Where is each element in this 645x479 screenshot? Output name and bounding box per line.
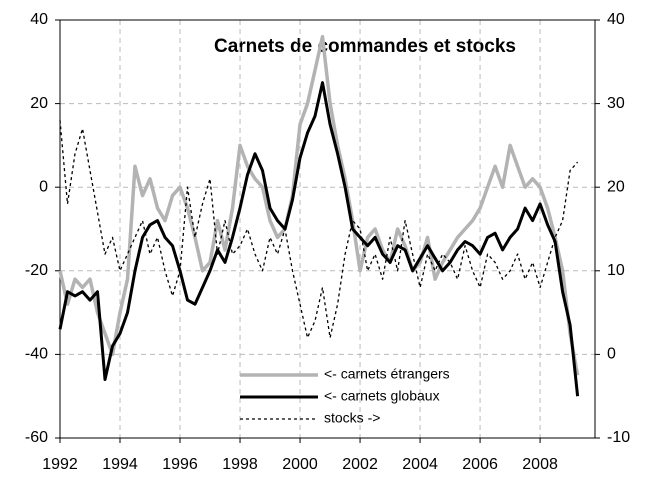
y-tick-label: 20 <box>30 95 48 112</box>
x-tick-label: 2000 <box>282 456 318 473</box>
y2-tick-label: 40 <box>607 11 625 28</box>
y-tick-label: 0 <box>39 178 48 195</box>
x-tick-label: 2006 <box>462 456 498 473</box>
y2-tick-label: 10 <box>607 262 625 279</box>
y2-tick-label: 20 <box>607 178 625 195</box>
x-tick-label: 2002 <box>342 456 378 473</box>
legend-label: stocks -> <box>324 410 380 426</box>
y-tick-label: 40 <box>30 11 48 28</box>
x-tick-label: 2008 <box>522 456 558 473</box>
series-line <box>58 81 580 397</box>
y-tick-label: -60 <box>25 429 48 446</box>
series-line <box>58 34 580 376</box>
y2-tick-label: 30 <box>607 95 625 112</box>
x-tick-label: 2004 <box>402 456 438 473</box>
x-tick-label: 1994 <box>102 456 138 473</box>
y-tick-label: -20 <box>25 262 48 279</box>
x-tick-label: 1998 <box>222 456 258 473</box>
legend-label: <- carnets étrangers <box>324 366 450 382</box>
legend-label: <- carnets globaux <box>324 388 440 404</box>
plot-frame <box>59 19 596 439</box>
series-line <box>59 120 579 339</box>
y2-tick-label: 0 <box>607 346 616 363</box>
y-tick-label: -40 <box>25 346 48 363</box>
chart-title: Carnets de commandes et stocks <box>214 36 516 57</box>
x-tick-label: 1992 <box>42 456 78 473</box>
y2-tick-label: -10 <box>607 429 630 446</box>
x-tick-label: 1996 <box>162 456 198 473</box>
